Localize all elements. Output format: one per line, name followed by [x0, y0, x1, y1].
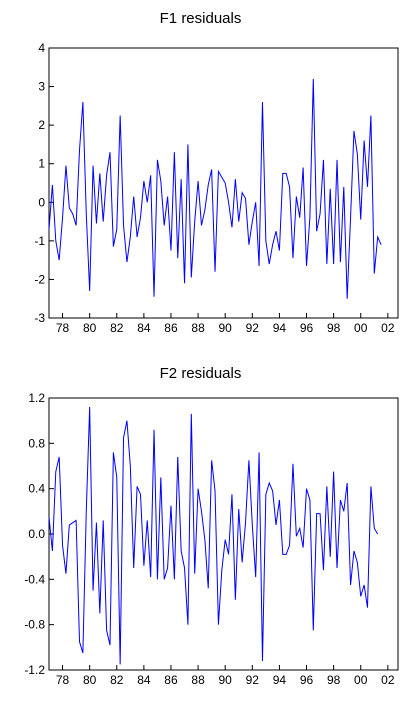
y-tick-label: -3 [34, 311, 45, 325]
x-tick-label: 88 [191, 321, 205, 335]
x-tick-label: 90 [219, 321, 233, 335]
chart-f1-residuals: F1 residuals -3 -2 -1 0 1 2 3 4 78 80 82 84 86 88 90 92… [34, 10, 399, 335]
chart-svg: -1.2 -0.8 -0.4 0.0 0.4 0.8 1.2 78 80 82 84 86 88 90 92… [24, 391, 399, 687]
x-tick-label: 94 [273, 321, 287, 335]
series-line [48, 78, 382, 299]
x-tick-label: 98 [327, 673, 341, 687]
y-tick-label: 0.8 [28, 436, 45, 450]
x-tick-label: 88 [191, 673, 205, 687]
x-tick-label: 96 [300, 673, 314, 687]
x-tick-label: 82 [110, 321, 124, 335]
x-tick-label: 78 [56, 673, 70, 687]
x-tick-label: 92 [246, 673, 260, 687]
x-tick-label: 82 [110, 673, 124, 687]
x-tick-label: 90 [219, 673, 233, 687]
plot-frame [48, 47, 399, 319]
x-tick-label: 02 [381, 321, 395, 335]
x-tick-label: 02 [381, 673, 395, 687]
y-tick-label: -1.2 [24, 663, 45, 677]
x-tick-label: 00 [354, 673, 368, 687]
x-tick-label: 86 [164, 321, 178, 335]
x-tick-label: 80 [83, 321, 97, 335]
y-tick-label: 1.2 [28, 391, 45, 405]
x-tick-label: 78 [56, 321, 70, 335]
y-tick-label: 3 [38, 80, 45, 94]
y-tick-label: 0 [38, 195, 45, 209]
y-tick-label: -0.4 [24, 572, 45, 586]
y-tick-label: 0.0 [28, 527, 45, 541]
x-tick-label: 98 [327, 321, 341, 335]
x-tick-label: 84 [137, 673, 151, 687]
y-tick-label: 0.4 [28, 482, 45, 496]
x-tick-label: 84 [137, 321, 151, 335]
x-tick-label: 00 [354, 321, 368, 335]
plot-frame [48, 397, 399, 671]
x-tick-label: 96 [300, 321, 314, 335]
chart-f2-residuals: F2 residuals -1.2 -0.8 -0.4 0.0 0.4 0.8 1.2 78 8… [0, 355, 401, 710]
chart-title: F2 residuals [159, 365, 242, 382]
x-tick-label: 86 [164, 673, 178, 687]
series-line [48, 407, 379, 665]
y-tick-label: 4 [38, 41, 45, 55]
x-tick-label: 80 [83, 673, 97, 687]
chart-svg: -3 -2 -1 0 1 2 3 4 78 80 82 84 86 88 90 92 94 96 98 00 02 [34, 41, 399, 335]
y-tick-label: 2 [38, 118, 45, 132]
y-tick-label: 1 [38, 157, 45, 171]
x-tick-label: 94 [273, 673, 287, 687]
y-tick-label: -2 [34, 272, 45, 286]
chart-title: F1 residuals [159, 10, 242, 27]
y-tick-label: -1 [34, 234, 45, 248]
x-tick-label: 92 [246, 321, 260, 335]
y-tick-label: -0.8 [24, 618, 45, 632]
